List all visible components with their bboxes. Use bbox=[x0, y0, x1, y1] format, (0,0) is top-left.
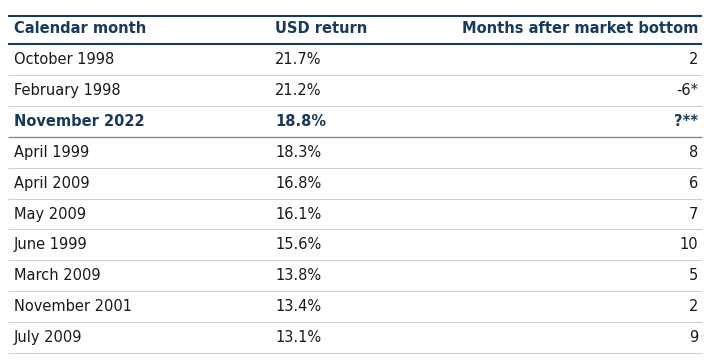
Text: 21.2%: 21.2% bbox=[275, 83, 322, 98]
Text: Months after market bottom: Months after market bottom bbox=[462, 21, 698, 36]
Text: March 2009: March 2009 bbox=[14, 268, 101, 283]
Text: Calendar month: Calendar month bbox=[14, 21, 146, 36]
Text: 9: 9 bbox=[689, 330, 698, 345]
Text: USD return: USD return bbox=[275, 21, 368, 36]
Text: 15.6%: 15.6% bbox=[275, 237, 322, 252]
Text: 16.1%: 16.1% bbox=[275, 207, 322, 221]
Text: 18.3%: 18.3% bbox=[275, 145, 322, 160]
Text: 13.1%: 13.1% bbox=[275, 330, 322, 345]
Text: ?**: ?** bbox=[674, 114, 698, 129]
Text: 21.7%: 21.7% bbox=[275, 52, 322, 67]
Text: July 2009: July 2009 bbox=[14, 330, 82, 345]
Text: 5: 5 bbox=[689, 268, 698, 283]
Text: April 1999: April 1999 bbox=[14, 145, 89, 160]
Text: 13.4%: 13.4% bbox=[275, 299, 322, 314]
Text: 7: 7 bbox=[689, 207, 698, 221]
Text: 16.8%: 16.8% bbox=[275, 176, 322, 191]
Text: June 1999: June 1999 bbox=[14, 237, 88, 252]
Text: 6: 6 bbox=[689, 176, 698, 191]
Text: 2: 2 bbox=[689, 52, 698, 67]
Text: February 1998: February 1998 bbox=[14, 83, 121, 98]
Text: 2: 2 bbox=[689, 299, 698, 314]
Text: November 2022: November 2022 bbox=[14, 114, 145, 129]
Text: November 2001: November 2001 bbox=[14, 299, 132, 314]
Text: 13.8%: 13.8% bbox=[275, 268, 322, 283]
Text: 18.8%: 18.8% bbox=[275, 114, 327, 129]
Text: -6*: -6* bbox=[676, 83, 698, 98]
Text: October 1998: October 1998 bbox=[14, 52, 114, 67]
Text: April 2009: April 2009 bbox=[14, 176, 89, 191]
Text: May 2009: May 2009 bbox=[14, 207, 86, 221]
Text: 10: 10 bbox=[679, 237, 698, 252]
Text: 8: 8 bbox=[689, 145, 698, 160]
